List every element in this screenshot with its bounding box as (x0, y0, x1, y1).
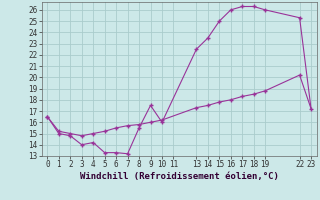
X-axis label: Windchill (Refroidissement éolien,°C): Windchill (Refroidissement éolien,°C) (80, 172, 279, 181)
